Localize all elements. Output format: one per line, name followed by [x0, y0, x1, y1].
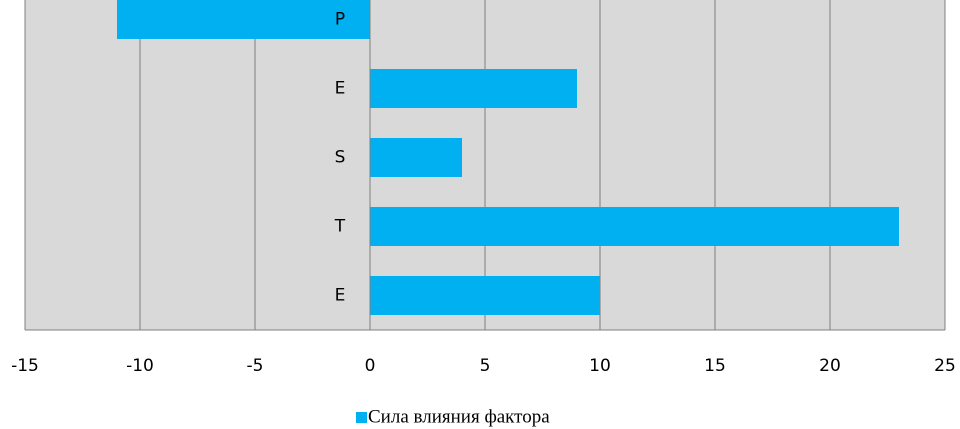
bar [370, 69, 577, 108]
x-tick-label: 10 [589, 356, 611, 376]
y-tick-label: E [335, 286, 346, 306]
x-tick-label: -5 [247, 356, 264, 376]
x-tick-label: 15 [704, 356, 726, 376]
bar [370, 207, 899, 246]
x-tick-label: 0 [365, 356, 376, 376]
bar [370, 276, 600, 315]
legend-swatch [356, 412, 367, 423]
legend-label: Сила влияния фактора [368, 406, 550, 427]
y-tick-label: E [335, 79, 346, 99]
x-tick-label: -10 [126, 356, 154, 376]
bar [370, 138, 462, 177]
x-tick-label: -15 [11, 356, 39, 376]
y-tick-label: S [335, 148, 346, 168]
y-tick-label: P [335, 10, 345, 30]
x-tick-label: 5 [480, 356, 491, 376]
x-tick-label: 20 [819, 356, 841, 376]
x-tick-label: 25 [934, 356, 956, 376]
bar [117, 0, 370, 39]
y-tick-label: T [334, 217, 346, 237]
